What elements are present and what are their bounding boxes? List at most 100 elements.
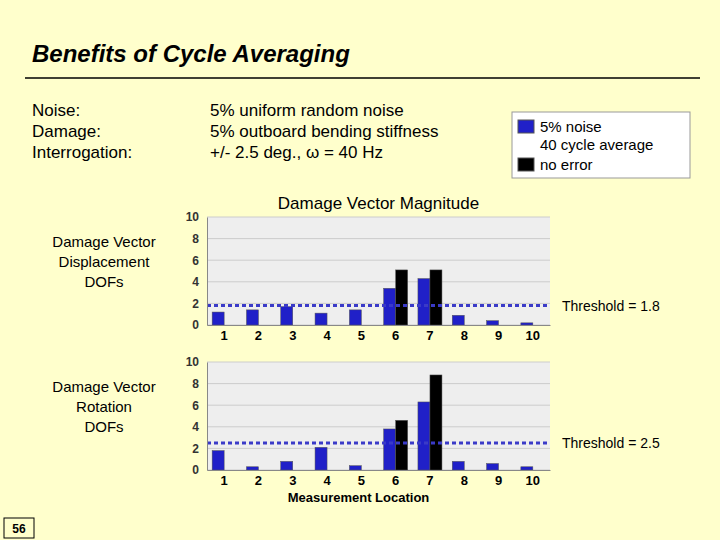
bar xyxy=(349,466,361,470)
bar xyxy=(327,470,339,471)
x-tick: 5 xyxy=(358,470,365,488)
bar xyxy=(430,375,442,470)
marks xyxy=(207,270,550,325)
legend-label: 5% noise40 cycle average xyxy=(540,118,653,153)
x-tick: 3 xyxy=(289,325,296,343)
bar xyxy=(224,470,236,471)
x-tick-label: 7 xyxy=(426,473,433,488)
x-tick: 1 xyxy=(221,470,228,488)
legend-swatch xyxy=(518,158,534,171)
grid-line xyxy=(207,383,550,384)
bar xyxy=(396,270,408,325)
grid-line xyxy=(207,303,550,304)
y-tick: 4 xyxy=(192,420,207,434)
x-tick: 2 xyxy=(255,325,262,343)
grid-line xyxy=(207,281,550,282)
grid-line xyxy=(207,405,550,406)
bar xyxy=(499,470,511,471)
grid-line xyxy=(207,260,550,261)
bar xyxy=(521,467,533,470)
bar xyxy=(293,325,305,326)
x-tick-label: 1 xyxy=(221,473,228,488)
x-tick: 3 xyxy=(289,470,296,488)
y-tick: 10 xyxy=(186,355,207,369)
y-tick-label: 2 xyxy=(192,297,199,311)
y-axis-line xyxy=(207,363,208,471)
y-tick-label: 8 xyxy=(192,232,199,246)
bar xyxy=(361,470,373,471)
x-tick: 4 xyxy=(323,325,331,343)
threshold-label: Threshold = 2.5 xyxy=(562,435,660,451)
x-tick-label: 8 xyxy=(461,328,468,343)
x-tick: 8 xyxy=(461,325,468,343)
x-tick: 10 xyxy=(526,470,540,488)
bar xyxy=(452,461,464,470)
y-tick-label: 10 xyxy=(186,210,200,224)
y-tick-label: 10 xyxy=(186,355,200,369)
y-tick: 8 xyxy=(192,232,207,246)
y-axis-label: Damage VectorRotationDOFs xyxy=(52,378,155,435)
y-tick: 2 xyxy=(192,297,207,311)
threshold-line xyxy=(207,304,550,307)
y-axis-line xyxy=(207,218,208,326)
x-tick: 6 xyxy=(392,470,399,488)
y-axis-label: Damage VectorDisplacementDOFs xyxy=(52,233,155,290)
bar xyxy=(452,315,464,325)
legend-label: no error xyxy=(540,156,593,173)
y-tick: 6 xyxy=(192,399,207,413)
x-axis-line xyxy=(208,325,551,326)
chart-title: Damage Vector Magnitude xyxy=(278,194,479,213)
param-text: 5% uniform random noise xyxy=(210,101,404,120)
x-tick-label: 6 xyxy=(392,473,399,488)
legend-box xyxy=(512,112,690,178)
x-axis: 12345678910 xyxy=(208,325,551,343)
y-axis: 0246810 xyxy=(186,210,208,332)
slide: Benefits of Cycle AveragingNoise:5% unif… xyxy=(0,0,720,540)
y-tick: 0 xyxy=(192,463,207,477)
bar xyxy=(281,461,293,470)
x-tick-label: 8 xyxy=(461,473,468,488)
y-tick: 6 xyxy=(192,254,207,268)
x-tick: 6 xyxy=(392,325,399,343)
bar xyxy=(212,451,224,470)
bar xyxy=(487,464,499,470)
x-axis-line xyxy=(208,470,551,471)
x-tick-label: 7 xyxy=(426,328,433,343)
x-tick-label: 5 xyxy=(358,328,365,343)
grid-line xyxy=(207,238,550,239)
y-tick-label: 4 xyxy=(192,420,199,434)
bar xyxy=(499,325,511,326)
bar xyxy=(533,325,545,326)
y-tick: 8 xyxy=(192,377,207,391)
x-tick: 4 xyxy=(323,470,331,488)
bar xyxy=(258,470,270,471)
bar xyxy=(258,325,270,326)
x-tick: 7 xyxy=(426,470,433,488)
bar xyxy=(430,270,442,325)
grid-line xyxy=(207,362,550,363)
x-tick: 9 xyxy=(495,470,502,488)
param-text: Interrogation: xyxy=(32,143,132,162)
bar xyxy=(384,429,396,470)
bar xyxy=(349,310,361,325)
y-tick-label: 0 xyxy=(192,463,199,477)
x-tick-label: 10 xyxy=(526,473,540,488)
bar xyxy=(327,325,339,326)
x-tick: 1 xyxy=(221,325,228,343)
x-tick-label: 10 xyxy=(526,328,540,343)
x-tick-label: 4 xyxy=(323,473,331,488)
param-text: Damage: xyxy=(32,122,101,141)
x-tick-label: 1 xyxy=(221,328,228,343)
grid-line xyxy=(207,426,550,427)
plot-background xyxy=(207,217,550,325)
x-tick-label: 9 xyxy=(495,473,502,488)
y-tick-label: 2 xyxy=(192,442,199,456)
bar xyxy=(315,313,327,325)
bar xyxy=(533,470,545,471)
bar xyxy=(464,325,476,326)
param-text: Noise: xyxy=(32,101,80,120)
bar xyxy=(418,279,430,325)
x-tick: 10 xyxy=(526,325,540,343)
x-tick-label: 4 xyxy=(323,328,331,343)
page-number: 56 xyxy=(12,522,26,536)
